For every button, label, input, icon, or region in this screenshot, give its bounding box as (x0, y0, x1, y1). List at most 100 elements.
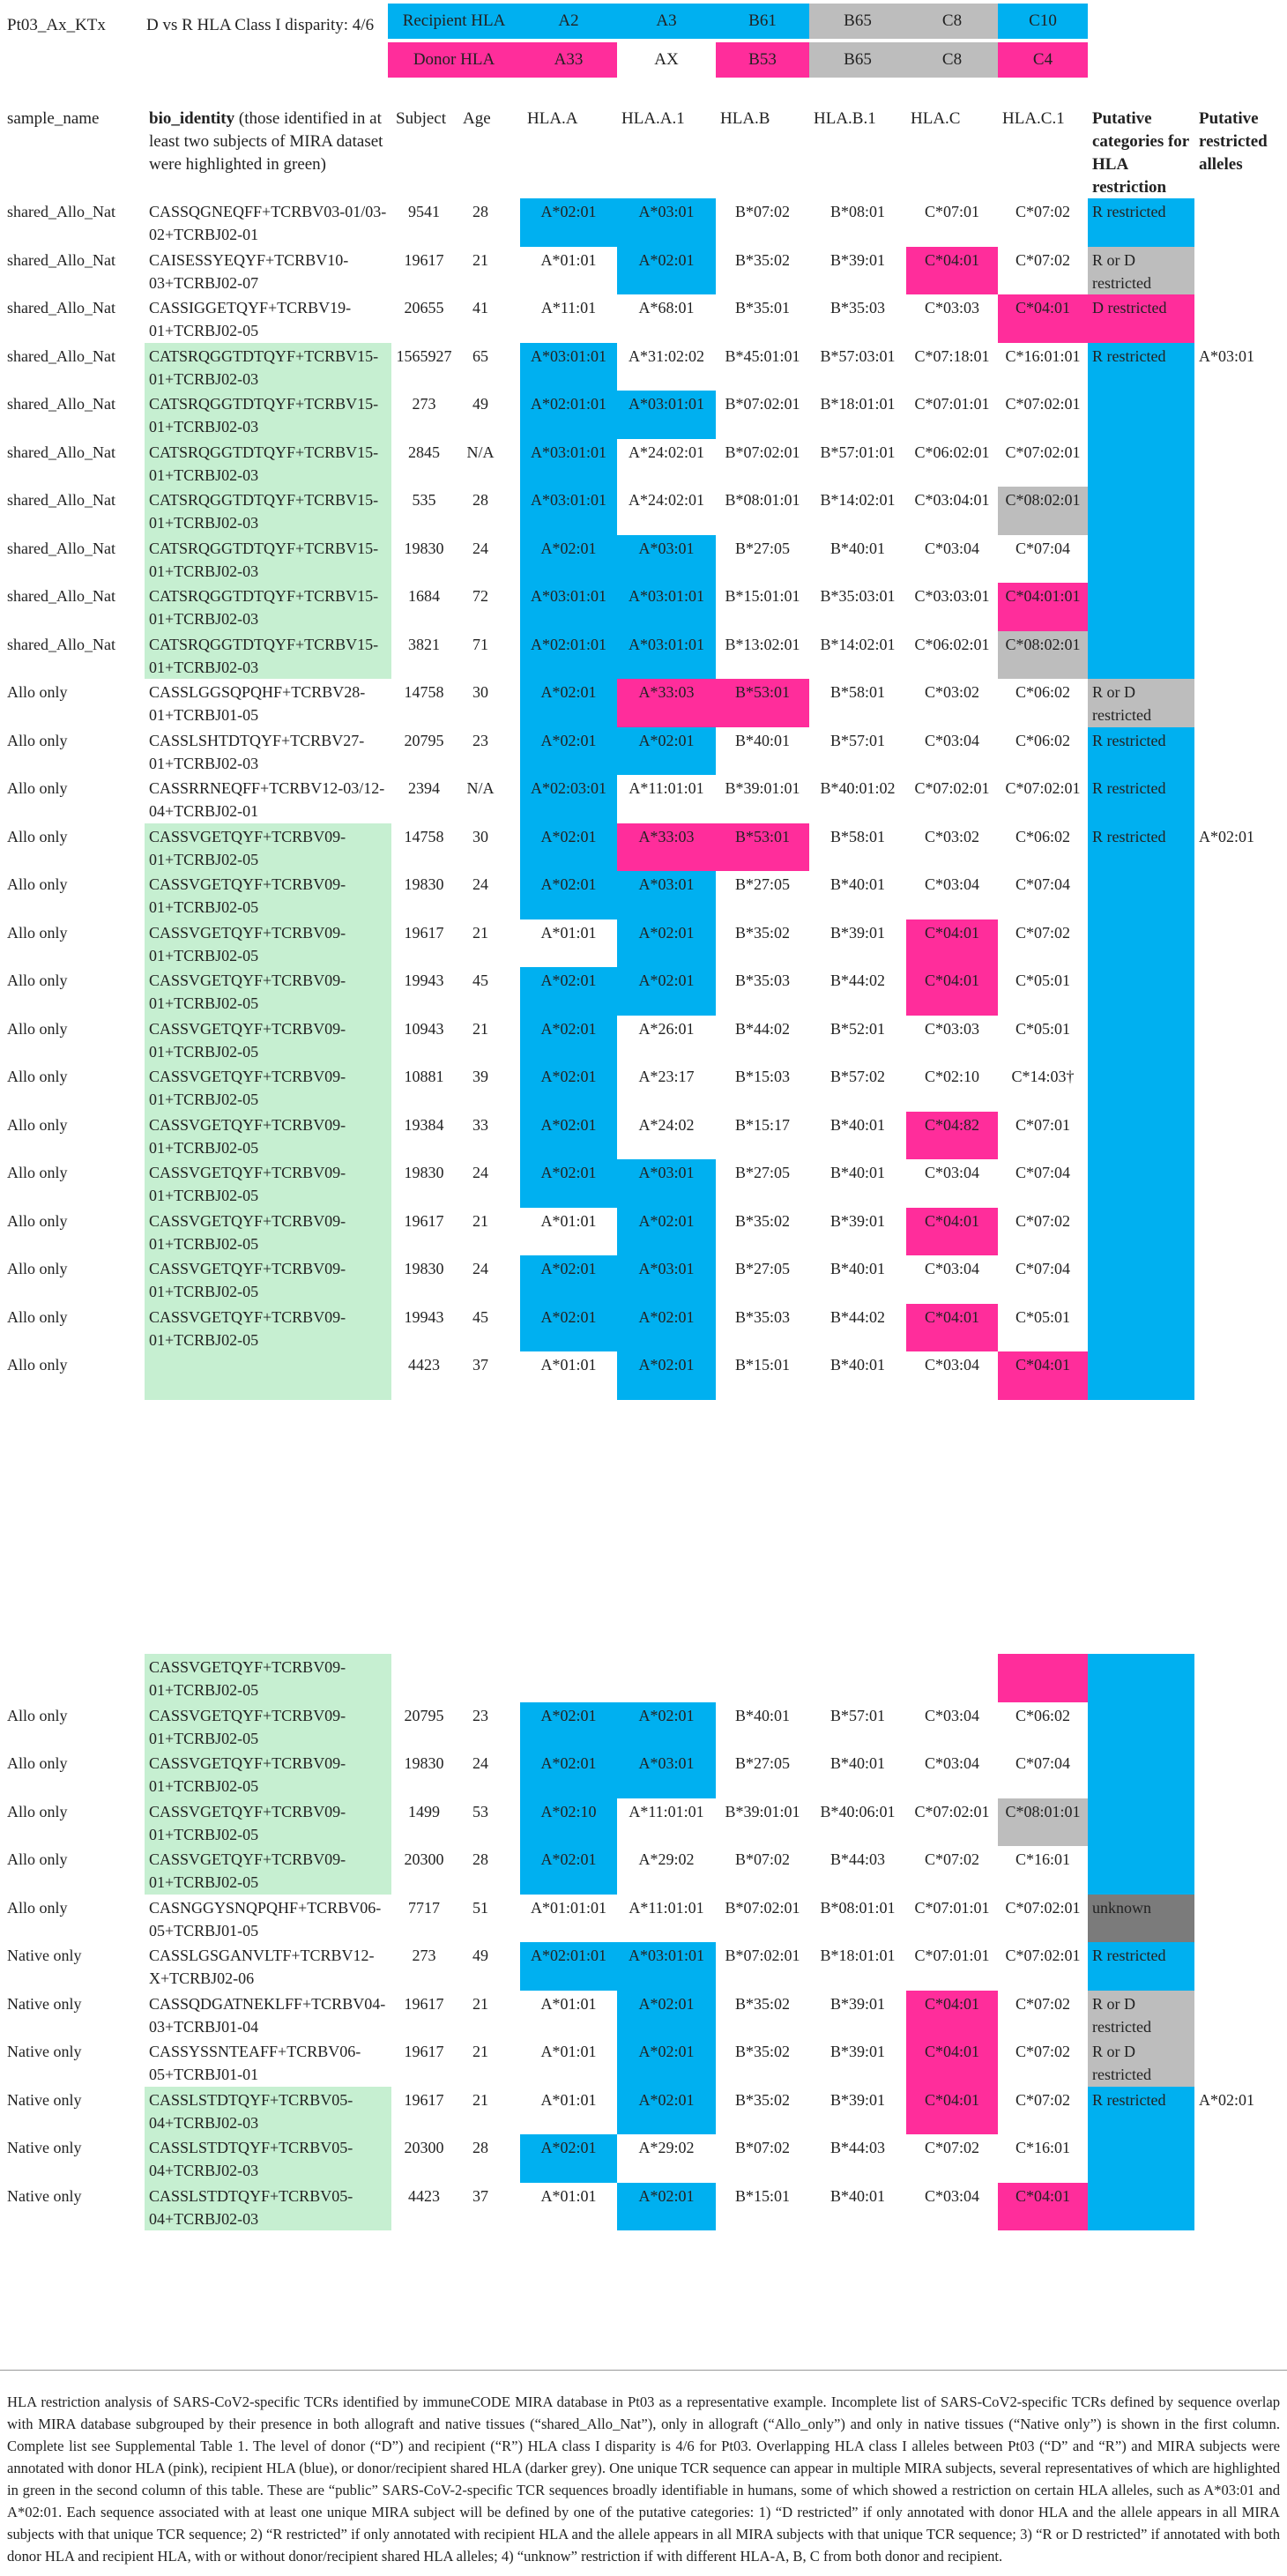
age-cell: 71 (472, 636, 488, 653)
hla-a-cell: A*02:01 (520, 679, 617, 727)
hla-b1-cell: B*39:01 (829, 924, 885, 942)
subject-cell: 19617 (404, 1212, 444, 1230)
putative-category-cell: R restricted (1088, 343, 1194, 391)
bio-identity-cell: CATSRQGGTDTQYF+TCRBV15-01+TCRBJ02-03 (145, 631, 391, 679)
hla-a-cell: A*02:01 (520, 1750, 617, 1798)
subject-cell: 9541 (408, 203, 440, 220)
hla-c1-cell: C*07:02 (1015, 2043, 1070, 2060)
sample-name-cell: shared_Allo_Nat (7, 251, 115, 269)
bio-identity-cell: CATSRQGGTDTQYF+TCRBV15-01+TCRBJ02-03 (145, 439, 391, 487)
hla-c1-cell: C*07:02:01 (1005, 779, 1081, 797)
putative-category-cell (1088, 1351, 1194, 1400)
hla-a1-cell: A*24:02:01 (628, 491, 704, 509)
hla-b1-cell: B*14:02:01 (820, 636, 896, 653)
putative-category-cell: R restricted (1088, 775, 1194, 823)
col-bio-identity-bold: bio_identity (149, 109, 235, 128)
hla-a-cell: A*01:01 (540, 924, 597, 942)
hla-c1-cell: C*05:01 (1015, 1020, 1070, 1038)
hla-a-cell: A*02:10 (520, 1798, 617, 1846)
age-cell: N/A (466, 443, 495, 461)
sample-name-cell: shared_Allo_Nat (7, 347, 115, 365)
hla-b-cell: B*35:02 (734, 2043, 790, 2060)
putative-allele-cell (1194, 1063, 1287, 1112)
hla-a-cell: A*02:01 (520, 198, 617, 247)
col-age: Age (463, 109, 491, 128)
col-bio-identity: bio_identity (those identified in at lea… (145, 106, 391, 178)
putative-allele-cell (1194, 1702, 1287, 1750)
putative-category-cell (1088, 1112, 1194, 1159)
age-cell: 28 (472, 1850, 488, 1868)
hla-c-cell: C*03:04 (924, 1754, 979, 1772)
hla-b-cell: B*35:02 (734, 1995, 790, 2013)
hla-c-cell: C*03:04 (924, 732, 979, 749)
hla-c-cell: C*04:01 (906, 1991, 998, 2038)
age-cell: 65 (472, 347, 488, 365)
putative-allele-cell (1194, 1654, 1287, 1702)
subject-cell: 19830 (404, 540, 444, 557)
hla-b1-cell: B*40:01 (829, 540, 885, 557)
subject-cell: 3821 (408, 636, 440, 653)
recipient-hla-label: Recipient HLA (388, 4, 520, 39)
col-hla-b1: HLA.B.1 (814, 109, 876, 128)
sample-name-cell: Allo only (7, 1754, 68, 1772)
putative-category-cell: unknown (1088, 1895, 1194, 1942)
hla-b-cell: B*35:02 (734, 251, 790, 269)
putative-allele-cell (1194, 871, 1287, 919)
hla-b1-cell: B*57:01 (829, 732, 885, 749)
hla-c-cell: C*04:82 (906, 1112, 998, 1159)
hla-a1-cell: A*02:01 (617, 1351, 716, 1400)
age-cell: 28 (472, 203, 488, 220)
hla-a1-cell: A*24:02 (638, 1116, 695, 1134)
putative-allele-cell (1194, 583, 1287, 631)
hla-c1-cell: C*04:01 (998, 1351, 1088, 1400)
putative-allele-cell: A*02:01 (1199, 2091, 1254, 2109)
hla-c1-cell: C*07:02 (1015, 2091, 1070, 2109)
putative-allele-cell (1194, 535, 1287, 583)
sample-name-cell: Allo only (7, 732, 68, 749)
hla-b-cell: B*15:03 (734, 1068, 790, 1085)
hla-a-cell: A*03:01:01 (520, 487, 617, 535)
subject-cell: 14758 (404, 683, 444, 701)
hla-b-cell: B*15:01 (734, 2187, 790, 2205)
putative-allele-cell (1194, 727, 1287, 775)
hla-b-cell (716, 1654, 809, 1702)
hla-c-cell: C*03:02 (924, 828, 979, 845)
hla-c-cell: C*03:03 (924, 299, 979, 316)
patient-id: Pt03_Ax_KTx (7, 16, 106, 34)
subject-cell: 19617 (404, 2091, 444, 2109)
putative-category-cell (1088, 1750, 1194, 1798)
col-hla-c: HLA.C (911, 109, 961, 128)
sample-name-cell: Allo only (7, 1356, 68, 1374)
age-cell: 37 (472, 1356, 488, 1374)
hla-b-cell: B*35:03 (734, 972, 790, 989)
subject-cell: 19384 (404, 1116, 444, 1134)
hla-b1-cell: B*40:01 (829, 875, 885, 893)
hla-c1-cell: C*07:02 (1015, 924, 1070, 942)
subject-cell: 20655 (404, 299, 444, 316)
subject-cell: 4423 (408, 1356, 440, 1374)
putative-allele-cell (1194, 1895, 1287, 1942)
hla-a1-cell (617, 1654, 716, 1702)
bio-identity-cell: CASSLSTDTQYF+TCRBV05-04+TCRBJ02-03 (145, 2183, 391, 2230)
hla-b-cell: B*39:01:01 (725, 1803, 800, 1820)
hla-b-cell: B*44:02 (734, 1020, 790, 1038)
subject-cell: 19830 (404, 875, 444, 893)
putative-allele-cell (1194, 247, 1287, 294)
age-cell: 21 (472, 1020, 488, 1038)
putative-category-cell: R or D restricted (1088, 679, 1194, 727)
age-cell: 21 (472, 1995, 488, 2013)
hla-b-cell: B*27:05 (734, 1754, 790, 1772)
hla-c1-cell: C*06:02 (1015, 683, 1070, 701)
hla-a1-cell: A*03:01 (617, 535, 716, 583)
hla-a1-cell: A*03:01 (617, 871, 716, 919)
bio-identity-cell: CASSLSHTDTQYF+TCRBV27-01+TCRBJ02-03 (149, 732, 365, 772)
hla-b-cell: B*27:05 (734, 875, 790, 893)
putative-category-cell (1088, 439, 1194, 487)
putative-allele-cell (1194, 1798, 1287, 1846)
hla-b-cell: B*07:02:01 (725, 395, 800, 413)
sample-name-cell: Allo only (7, 972, 68, 989)
putative-category-cell (1088, 871, 1194, 919)
col-hla-c1: HLA.C.1 (1002, 109, 1065, 128)
bio-identity-cell: CASSVGETQYF+TCRBV09-01+TCRBJ02-05 (145, 1702, 391, 1750)
hla-c-cell: C*03:03:01 (914, 587, 990, 605)
